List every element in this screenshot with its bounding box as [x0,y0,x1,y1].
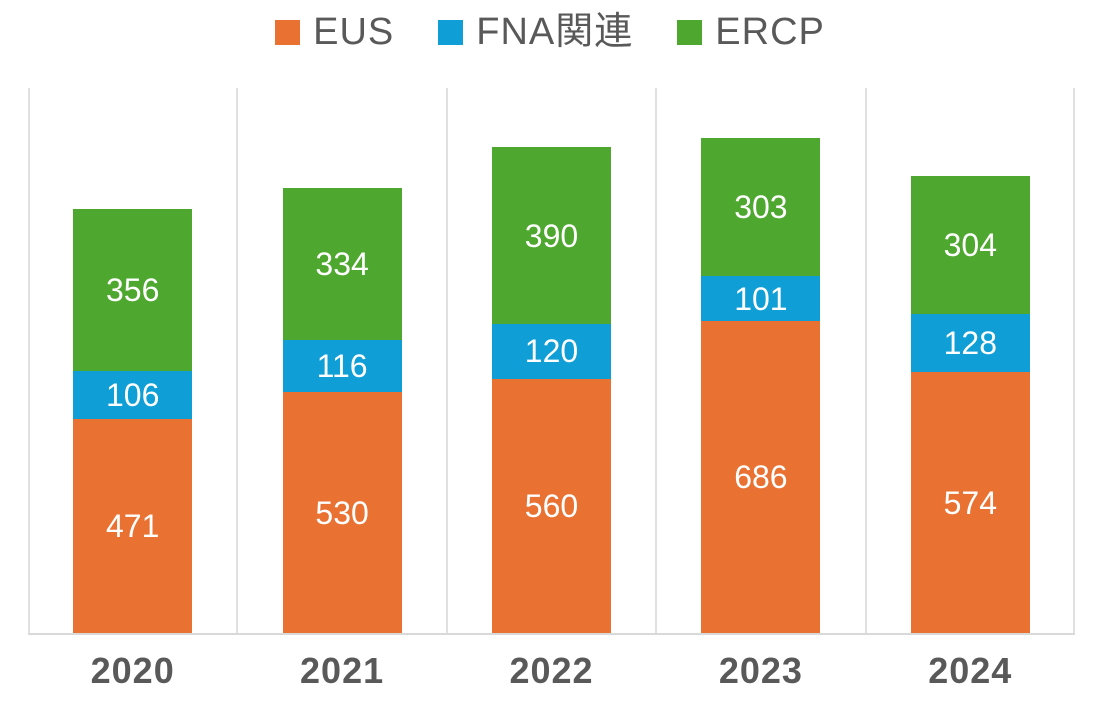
legend-swatch-fna-icon [438,20,464,46]
x-axis-label-2020: 2020 [90,650,175,691]
bar-segment-ERCP-2023: 303 [701,137,821,276]
bar-value-label: 390 [524,217,579,254]
legend-swatch-eus-icon [275,20,301,46]
bar-group-2021: 530 116 334 [282,88,402,633]
legend-label-ercp: ERCP [715,11,825,53]
bar-segment-EUS-2024: 574 [910,372,1030,633]
gridline [864,88,867,633]
bar-value-label: 106 [105,377,160,414]
legend-label-eus: EUS [313,11,395,53]
bar-value-label: 128 [943,325,997,362]
bar-value-label: 304 [943,227,997,264]
x-axis-label-2021: 2021 [300,650,385,691]
x-axis-line [28,633,1075,635]
bar-value-label: 303 [734,188,788,225]
bar-value-label: 530 [315,494,369,531]
gridline [1073,88,1075,633]
legend-item-fna: FNA関連 [438,10,633,56]
x-axis-label-2022: 2022 [509,650,594,691]
chart-legend: EUS FNA関連 ERCP [0,10,1100,56]
bar-value-label: 101 [734,280,788,317]
bar-segment-EUS-2023: 686 [701,321,821,633]
bar-segment-FNA関連-2020: 106 [73,370,193,420]
gridline [445,88,448,633]
x-axis-label-2023: 2023 [718,650,803,691]
bar-value-label: 574 [943,484,997,521]
gridline [655,88,658,633]
gridline [28,88,30,633]
bar-value-label: 686 [734,459,788,496]
bar-group-2023: 686 101 303 [701,88,821,633]
bar-segment-EUS-2020: 471 [73,419,193,633]
bar-segment-EUS-2021: 530 [282,392,402,633]
bar-segment-ERCP-2021: 334 [282,187,402,340]
bar-segment-FNA関連-2023: 101 [701,275,821,322]
bar-value-label: 471 [105,508,160,545]
bar-segment-ERCP-2020: 356 [73,209,193,371]
plot-area: 471 106 356 530 116 334 560 120 390 686 101 303 574 1… [28,88,1075,635]
bar-segment-EUS-2022: 560 [492,378,611,633]
bar-segment-FNA関連-2021: 116 [282,339,402,393]
gridline [236,88,239,633]
bar-segment-FNA関連-2022: 120 [492,324,611,379]
bar-value-label: 560 [524,487,579,524]
bar-segment-ERCP-2022: 390 [492,147,611,325]
bar-segment-FNA関連-2024: 128 [910,314,1030,373]
legend-swatch-ercp-icon [677,20,703,46]
bar-value-label: 334 [315,245,369,282]
bar-value-label: 116 [316,347,368,384]
legend-item-eus: EUS [275,10,394,56]
bar-segment-ERCP-2024: 304 [910,176,1030,315]
bar-group-2022: 560 120 390 [492,88,611,633]
x-axis-labels: 2020 2021 2022 2023 2024 [28,650,1075,700]
legend-label-fna: FNA関連 [476,11,634,53]
legend-item-ercp: ERCP [677,10,825,56]
bar-value-label: 120 [524,333,579,370]
bar-group-2020: 471 106 356 [73,88,193,633]
bar-group-2024: 574 128 304 [910,88,1030,633]
bar-value-label: 356 [105,272,160,309]
x-axis-label-2024: 2024 [928,650,1013,691]
